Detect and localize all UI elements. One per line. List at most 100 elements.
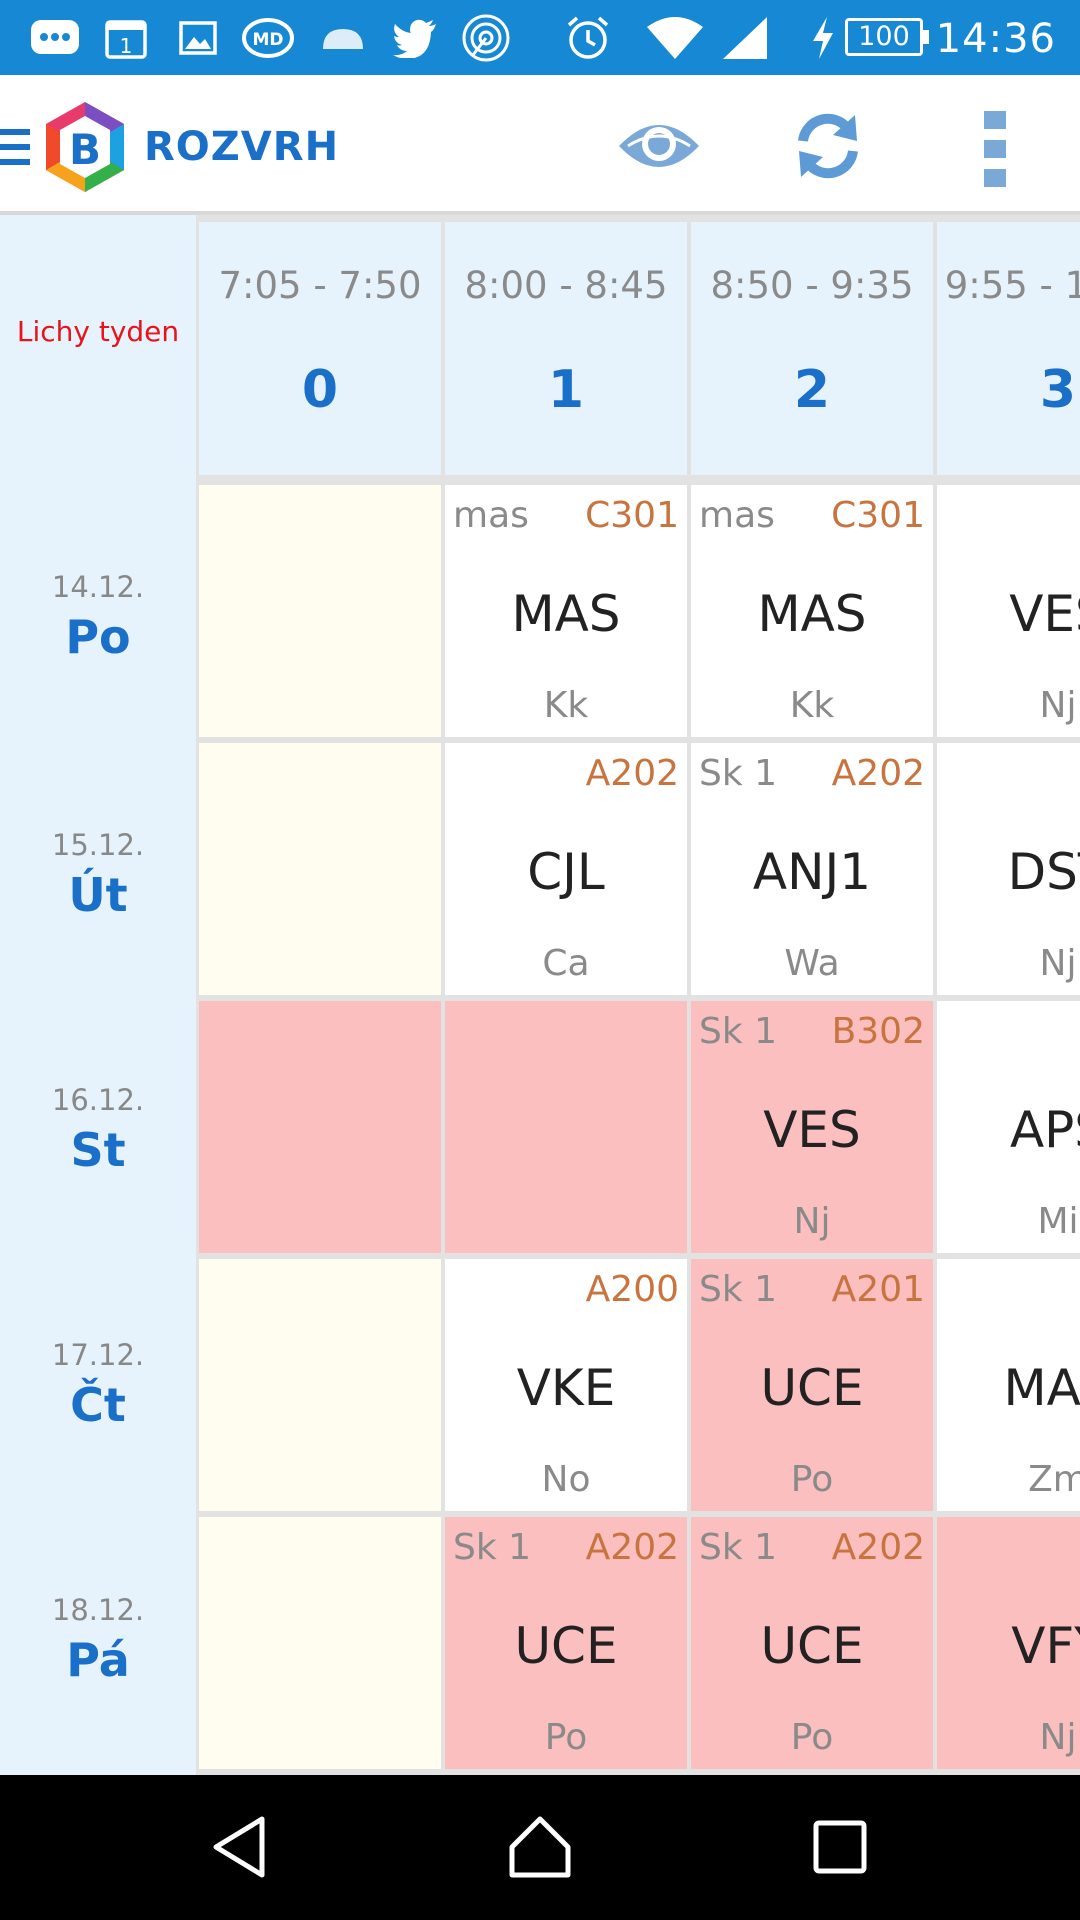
- timetable-grid: Lichy tyden 7:05 - 7:50 0 8:00 - 8:45 1 …: [0, 215, 1080, 1775]
- lesson-cell[interactable]: Sk 1 A202 UCE Po: [691, 1517, 933, 1769]
- period-number: 1: [547, 360, 585, 420]
- lesson-room: C301: [831, 495, 925, 536]
- eye-icon[interactable]: [614, 111, 704, 181]
- lesson-subject: DST: [1007, 843, 1080, 901]
- lesson-group: Sk 1: [699, 1011, 778, 1052]
- app-logo-icon: B: [40, 99, 130, 195]
- recents-icon[interactable]: [790, 1797, 890, 1897]
- lesson-subject: VES: [1009, 585, 1080, 643]
- lesson-cell[interactable]: A VES Nj: [937, 485, 1080, 737]
- lesson-teacher: Po: [790, 1717, 834, 1758]
- lesson-cell[interactable]: A MAS Zm: [937, 1259, 1080, 1511]
- app-title: ROZVRH: [144, 124, 340, 170]
- battery-indicator: 100: [845, 18, 929, 56]
- lesson-room: C301: [585, 495, 679, 536]
- period-header-3[interactable]: 9:55 - 10:40 3: [937, 222, 1080, 475]
- lesson-subject: MAS: [1003, 1359, 1080, 1417]
- lesson-room: A202: [585, 753, 679, 794]
- period-time: 7:05 - 7:50: [218, 264, 422, 307]
- lesson-cell[interactable]: [199, 743, 441, 995]
- back-icon[interactable]: [190, 1797, 290, 1897]
- day-date: 18.12.: [51, 1593, 145, 1627]
- week-label: Lichy tyden: [16, 315, 180, 348]
- period-header-0[interactable]: 7:05 - 7:50 0: [199, 222, 441, 475]
- lesson-teacher: Nj: [1039, 685, 1077, 726]
- lesson-cell[interactable]: C DST Nj: [937, 743, 1080, 995]
- lesson-subject: VKE: [516, 1359, 616, 1417]
- refresh-icon[interactable]: [790, 109, 866, 183]
- amd-icon: MD: [240, 12, 296, 64]
- lesson-room: A201: [831, 1269, 925, 1310]
- lesson-room: A202: [585, 1527, 679, 1568]
- day-label-pa: 18.12. Pá: [0, 1593, 196, 1687]
- lesson-subject: MAS: [511, 585, 621, 643]
- lesson-teacher: Po: [790, 1459, 834, 1500]
- lesson-room: A202: [831, 753, 925, 794]
- lesson-cell[interactable]: mas C301 MAS Kk: [691, 485, 933, 737]
- lesson-cell[interactable]: [199, 485, 441, 737]
- day-label-st: 16.12. St: [0, 1083, 196, 1177]
- day-column: [0, 215, 196, 1775]
- lesson-cell[interactable]: A200 VKE No: [445, 1259, 687, 1511]
- lesson-room: A202: [831, 1527, 925, 1568]
- day-name: Čt: [70, 1378, 126, 1432]
- radar-icon: [460, 12, 512, 64]
- lesson-cell[interactable]: [199, 1517, 441, 1769]
- day-name: Út: [68, 868, 128, 922]
- period-time: 8:50 - 9:35: [710, 264, 914, 307]
- image-icon: [176, 12, 220, 64]
- signal-icon: [720, 12, 770, 64]
- day-date: 14.12.: [51, 570, 145, 604]
- lesson-cell[interactable]: mas C301 MAS Kk: [445, 485, 687, 737]
- lesson-group: Sk 1: [699, 1269, 778, 1310]
- day-label-po: 14.12. Po: [0, 570, 196, 664]
- status-time: 14:36: [935, 16, 1056, 62]
- lesson-cell[interactable]: [445, 1001, 687, 1253]
- day-label-ct: 17.12. Čt: [0, 1338, 196, 1432]
- lesson-cell[interactable]: A VFY Nj: [937, 1517, 1080, 1769]
- app-bar: B ROZVRH: [0, 75, 1080, 215]
- lesson-room: B302: [831, 1011, 925, 1052]
- status-bar: 1 MD 100 14:36: [0, 0, 1080, 75]
- day-label-ut: 15.12. Út: [0, 828, 196, 922]
- period-number: 0: [301, 360, 339, 420]
- lesson-subject: APS: [1009, 1101, 1080, 1159]
- lesson-cell[interactable]: A APS Mi: [937, 1001, 1080, 1253]
- period-header-2[interactable]: 8:50 - 9:35 2: [691, 222, 933, 475]
- more-vert-icon[interactable]: [980, 109, 1010, 189]
- cloud-icon: [318, 12, 368, 64]
- lesson-teacher: No: [541, 1459, 591, 1500]
- lesson-teacher: Mi: [1037, 1201, 1079, 1242]
- lesson-cell[interactable]: Sk 1 A202 UCE Po: [445, 1517, 687, 1769]
- lesson-teacher: Po: [544, 1717, 588, 1758]
- svg-text:B: B: [69, 125, 101, 174]
- period-number: 2: [793, 360, 831, 420]
- calendar-icon: 1: [102, 12, 150, 64]
- lesson-subject: VES: [763, 1101, 861, 1159]
- menu-icon[interactable]: [0, 127, 30, 167]
- lesson-subject: ANJ1: [752, 843, 872, 901]
- lesson-cell[interactable]: Sk 1 A202 ANJ1 Wa: [691, 743, 933, 995]
- lesson-teacher: Wa: [784, 943, 840, 984]
- wifi-icon: [644, 12, 706, 64]
- lesson-cell[interactable]: Sk 1 B302 VES Nj: [691, 1001, 933, 1253]
- lesson-cell[interactable]: [199, 1259, 441, 1511]
- period-header-1[interactable]: 8:00 - 8:45 1: [445, 222, 687, 475]
- lesson-group: Sk 1: [699, 753, 778, 794]
- period-time: 8:00 - 8:45: [464, 264, 668, 307]
- day-date: 16.12.: [51, 1083, 145, 1117]
- lesson-subject: VFY: [1011, 1617, 1080, 1675]
- lesson-teacher: Ca: [542, 943, 590, 984]
- lesson-teacher: Zm: [1028, 1459, 1080, 1500]
- lesson-cell[interactable]: Sk 1 A201 UCE Po: [691, 1259, 933, 1511]
- lesson-cell[interactable]: A202 CJL Ca: [445, 743, 687, 995]
- alarm-icon: [564, 12, 612, 64]
- charging-icon: [806, 12, 840, 64]
- day-name: St: [70, 1123, 126, 1177]
- lesson-group: mas: [699, 495, 775, 536]
- lesson-subject: CJL: [527, 843, 605, 901]
- lesson-cell[interactable]: [199, 1001, 441, 1253]
- day-date: 17.12.: [51, 1338, 145, 1372]
- lesson-group: mas: [453, 495, 529, 536]
- home-icon[interactable]: [490, 1797, 590, 1897]
